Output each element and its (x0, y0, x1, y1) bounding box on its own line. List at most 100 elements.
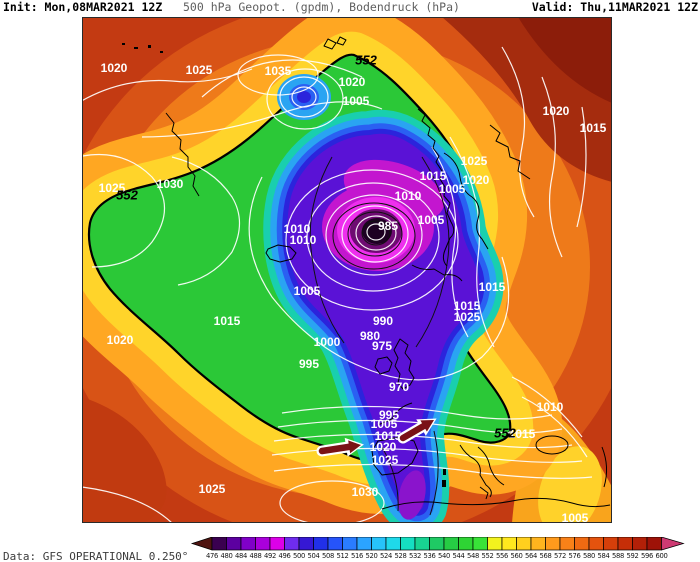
colorbar-cell (400, 537, 416, 551)
pressure-label: 1015 (509, 427, 536, 441)
colorbar-cell (240, 537, 256, 551)
pressure-label: 1025 (461, 154, 488, 168)
colorbar-tick-label: 484 (235, 552, 247, 560)
colorbar-cell (530, 537, 546, 551)
colorbar-cell (313, 537, 329, 551)
colorbar-cell (327, 537, 343, 551)
colorbar-tick-label: 480 (220, 552, 232, 560)
pressure-label: 1005 (371, 417, 398, 431)
colorbar-cell (226, 537, 242, 551)
colorbar-tick-label: 512 (336, 552, 348, 560)
pressure-label: 1025 (454, 310, 481, 324)
colorbar-tick-label: 572 (554, 552, 566, 560)
coastlines (122, 36, 611, 510)
colorbar-cell (298, 537, 314, 551)
map-title: 500 hPa Geopot. (gpdm), Bodendruck (hPa) (183, 0, 460, 14)
pressure-label: 1005 (343, 94, 370, 108)
colorbar-tick-label: 500 (293, 552, 305, 560)
data-source-label: Data: GFS OPERATIONAL 0.250° (3, 550, 189, 562)
colorbar-cell (458, 537, 474, 551)
vortex-trough (263, 109, 504, 523)
pressure-label: 1005 (562, 511, 589, 523)
pressure-label: 1020 (543, 104, 570, 118)
pressure-label: 1020 (107, 333, 134, 347)
colorbar-tick-label: 540 (438, 552, 450, 560)
pressure-label: 1025 (199, 482, 226, 496)
colorbar-tick-label: 516 (351, 552, 363, 560)
colorbar-cell (545, 537, 561, 551)
colorbar-tick-label: 528 (394, 552, 406, 560)
valid-time-label: Valid: Thu,11MAR2021 12Z (531, 0, 698, 14)
colorbar-cell (269, 537, 285, 551)
pressure-label: 1025 (372, 453, 399, 467)
colorbar-tick-label: 492 (264, 552, 276, 560)
pressure-label: 1010 (284, 222, 311, 236)
colorbar-cell (646, 537, 662, 551)
colorbar-cell (501, 537, 517, 551)
colorbar-tick-label: 584 (597, 552, 609, 560)
pressure-label: 1005 (418, 213, 445, 227)
colorbar-cell (617, 537, 633, 551)
colorbar-tick-label: 564 (525, 552, 537, 560)
pressure-label: 1015 (375, 429, 402, 443)
map-canvas: 1020 1025 10351020100510201015103010251025… (82, 17, 612, 523)
colorbar-tick-label: 488 (249, 552, 261, 560)
colorbar-tick-label: 600 (655, 552, 667, 560)
geopotential-colorbar: 476 480 484 488 492 496 500 504 508 512 516 520 524 5… (190, 537, 685, 560)
colorbar-cell (284, 537, 300, 551)
pressure-label: 975 (372, 339, 392, 353)
colorbar-cell (342, 537, 358, 551)
colorbar-tick-label: 508 (322, 552, 334, 560)
colorbar-left-arrow (190, 537, 213, 551)
height-552-label: 552 (116, 187, 138, 202)
init-time-label: Init: Mon,08MAR2021 12Z (3, 0, 163, 14)
pressure-label: 1020 (101, 61, 128, 75)
colorbar-right-arrow (661, 537, 685, 551)
colorbar-cell (574, 537, 590, 551)
colorbar-cell (414, 537, 430, 551)
pressure-label: 995 (299, 357, 319, 371)
colorbar-cell (429, 537, 445, 551)
pressure-label: 1010 (537, 400, 564, 414)
colorbar-cell (559, 537, 575, 551)
colorbar-cell (603, 537, 619, 551)
height-552-label: 552 (355, 52, 377, 67)
pressure-label: 1025 (99, 181, 126, 195)
pressure-label: 995 (379, 408, 399, 422)
colorbar-cell (211, 537, 227, 551)
colorbar-tick-label: 496 (278, 552, 290, 560)
pressure-label: 990 (373, 314, 393, 328)
pressure-label: 985 (378, 219, 398, 233)
colorbar-tick-label: 504 (307, 552, 319, 560)
pressure-label: 1020 (339, 75, 366, 89)
colorbar-tick-label: 476 (206, 552, 218, 560)
pressure-label: 1000 (314, 335, 341, 349)
pressure-label: 1015 (214, 314, 241, 328)
colorbar-cell (516, 537, 532, 551)
pressure-label: 1035 (265, 64, 292, 78)
colorbar-tick-label: 532 (409, 552, 421, 560)
pressure-label: 1030 (157, 177, 184, 191)
pressure-label: 970 (389, 380, 409, 394)
pressure-label: 1020 (463, 173, 490, 187)
height-552-label: 552 (494, 425, 516, 440)
pressure-label: 1020 (370, 440, 397, 454)
colorbar-tick-label: 576 (568, 552, 580, 560)
colorbar-tick-label: 568 (539, 552, 551, 560)
colorbar-tick-label: 556 (496, 552, 508, 560)
height-contours (309, 156, 450, 516)
pressure-labels: 1020 1025 10351020100510201015103010251025… (99, 52, 607, 523)
colorbar-tick-label: 560 (510, 552, 522, 560)
pressure-label: 1015 (479, 280, 506, 294)
pressure-label: 1005 (439, 182, 466, 196)
pressure-label: 1010 (290, 233, 317, 247)
colorbar-cell (487, 537, 503, 551)
pressure-label: 1010 (395, 189, 422, 203)
colorbar-tick-label: 548 (467, 552, 479, 560)
pressure-label: 1015 (454, 299, 481, 313)
secondary-low (277, 74, 331, 120)
colorbar-cell (443, 537, 459, 551)
colorbar-cell (371, 537, 387, 551)
colorbar-tick-label: 592 (626, 552, 638, 560)
colorbar-tick-label: 588 (612, 552, 624, 560)
